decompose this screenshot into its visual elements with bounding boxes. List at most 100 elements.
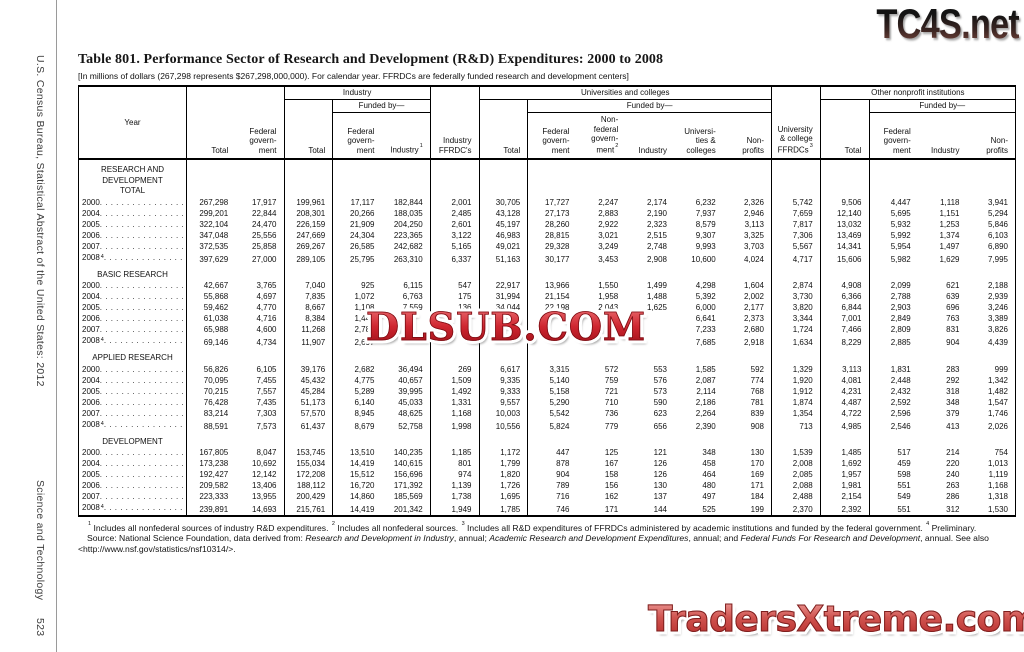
value-cell: 348 [702, 448, 716, 457]
value-cell [528, 313, 577, 324]
value-cell: 1,374 [939, 230, 960, 240]
value-cell: 5,294 [987, 208, 1008, 218]
value-cell: 239,891 [199, 505, 229, 514]
value-cell: 1,585 [695, 364, 716, 374]
value-cell: 15,606 [820, 251, 870, 265]
value-cell: 209,582 [199, 481, 229, 490]
col-header-federal-government: Federal govern- ment [235, 86, 285, 160]
value-cell: 736 [604, 408, 619, 418]
empty-cell [820, 159, 870, 197]
value-cell: 1,342 [987, 375, 1008, 385]
value-cell: 1,695 [479, 491, 529, 502]
value-cell: 318 [946, 386, 960, 396]
empty-cell [577, 348, 626, 364]
empty-cell [722, 264, 772, 280]
value-cell: 204,250 [381, 218, 431, 230]
value-cell: 1,119 [988, 470, 1008, 479]
value-cell: 167,805 [199, 448, 229, 457]
value-cell: 1,530 [987, 505, 1008, 514]
value-cell: 13,966 [545, 281, 570, 290]
value-cell: 497 [702, 492, 716, 501]
value-cell: 6,617 [479, 363, 529, 375]
value-cell: 5,165 [430, 240, 480, 252]
empty-cell [333, 265, 382, 281]
value-cell: 464 [702, 470, 716, 479]
value-cell: 188,112 [284, 480, 334, 491]
value-cell: 25,556 [235, 229, 285, 241]
value-cell: 576 [653, 375, 667, 385]
empty-cell [187, 348, 236, 364]
value-cell: 759 [604, 375, 619, 385]
value-cell: 413 [946, 421, 960, 431]
col-header-univ-federal: Federal govern- ment [527, 112, 577, 160]
value-cell: 1,485 [820, 447, 870, 458]
year-cell: 2004 [78, 458, 187, 469]
year-cell: 2008 4 [78, 251, 187, 265]
empty-cell [187, 159, 236, 197]
empty-cell [674, 265, 723, 281]
value-cell: 14,693 [235, 502, 285, 516]
value-cell: 20,266 [350, 208, 375, 218]
sidebar-source-text: U.S. Census Bureau, Statistical Abstract… [34, 55, 46, 387]
value-cell [625, 335, 674, 348]
value-cell: 801 [430, 458, 480, 469]
empty-cell [235, 159, 285, 197]
empty-cell [771, 264, 821, 280]
subheader-other-funded-by: Funded by— [869, 99, 1016, 113]
value-cell: 621 [946, 281, 960, 290]
section-label: APPLIED RESEARCH [78, 348, 187, 364]
value-cell: 5,954 [890, 241, 911, 251]
value-cell: 299,201 [199, 208, 229, 218]
value-cell [479, 324, 529, 335]
value-cell: 126 [653, 470, 667, 479]
value-cell: 172,208 [284, 469, 334, 480]
year-cell: 2008 4 [78, 502, 187, 516]
value-cell: 10,003 [479, 407, 529, 419]
value-cell: 6,140 [354, 397, 375, 407]
value-cell [430, 335, 480, 348]
empty-cell [284, 264, 334, 280]
value-cell: 1,738 [430, 491, 480, 502]
value-cell: 61,437 [284, 418, 334, 432]
value-cell: 76,428 [203, 397, 229, 407]
col-header-total: Total [186, 86, 236, 160]
value-cell: 162 [604, 492, 619, 501]
value-cell: 710 [604, 397, 619, 407]
value-cell: 8,667 [284, 302, 334, 313]
table-subtitle: [In millions of dollars (267,298 represe… [78, 71, 629, 81]
value-cell: 263 [946, 481, 960, 490]
value-cell: 175 [430, 291, 480, 302]
value-cell: 831 [946, 325, 960, 334]
value-cell: 11,907 [284, 335, 334, 348]
value-cell: 1,499 [646, 281, 667, 290]
value-cell: 592 [722, 363, 772, 375]
value-cell: 156,696 [381, 469, 431, 480]
section-label: RESEARCH AND DEVELOPMENT TOTAL [78, 159, 187, 197]
col-header-univ-nonfederal: Non- federal govern- ment2 [576, 112, 626, 160]
page-number: 523 [34, 617, 46, 636]
value-cell: 2,002 [722, 291, 772, 302]
value-cell: 9,335 [479, 374, 529, 386]
value-cell: 2,780 [354, 325, 375, 334]
value-cell: 2,373 [722, 313, 772, 324]
value-cell: 1,604 [722, 280, 772, 291]
value-cell: 27,173 [545, 208, 570, 218]
year-cell: 2000 [78, 447, 187, 458]
data-table: Year Total Federal govern- ment Industry… [78, 85, 1016, 517]
value-cell: 28,260 [545, 219, 570, 229]
value-cell: 5,158 [549, 386, 570, 396]
value-cell: 1,539 [771, 447, 821, 458]
value-cell: 7,573 [235, 418, 285, 432]
empty-cell [674, 348, 723, 364]
empty-cell [918, 265, 967, 281]
value-cell: 2,515 [646, 230, 667, 240]
empty-cell [967, 432, 1016, 448]
value-cell: 4,081 [820, 374, 870, 386]
value-cell [479, 335, 529, 348]
source-note: Source: National Science Foundation, dat… [78, 533, 989, 554]
